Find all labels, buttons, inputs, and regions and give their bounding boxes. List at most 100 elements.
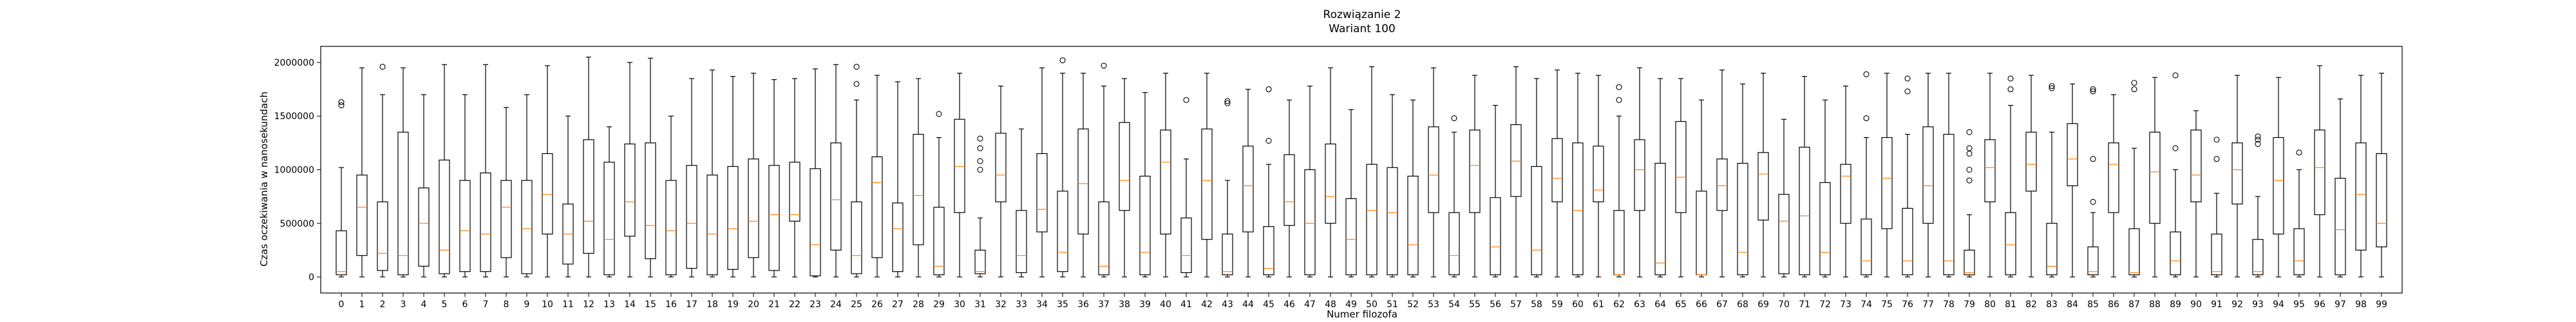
x-tick-label: 57 <box>1510 299 1522 310</box>
box-iqr <box>418 187 430 267</box>
x-tick-label: 54 <box>1448 299 1460 310</box>
x-tick-label: 66 <box>1696 299 1707 310</box>
box-iqr <box>377 201 388 271</box>
x-tick-label: 94 <box>2273 299 2284 310</box>
box-iqr <box>1222 233 1233 276</box>
x-tick-label: 26 <box>871 299 883 310</box>
x-tick-label: 67 <box>1716 299 1728 310</box>
box-iqr <box>1613 210 1625 276</box>
x-tick-label: 84 <box>2067 299 2078 310</box>
box-iqr <box>665 180 677 276</box>
flier-point <box>2296 149 2302 156</box>
flier-point <box>977 145 983 151</box>
flier-point <box>2255 133 2261 140</box>
y-tick-label: 1000000 <box>274 166 314 176</box>
box-iqr <box>974 249 986 274</box>
box-iqr <box>1757 152 1769 221</box>
box-iqr <box>2025 131 2037 192</box>
box-iqr <box>2252 239 2264 276</box>
chart-subtitle: Wariant 100 <box>1329 23 1396 35</box>
x-tick-label: 36 <box>1077 299 1089 310</box>
x-tick-label: 31 <box>974 299 986 310</box>
x-tick-label: 55 <box>1469 299 1481 310</box>
x-tick-label: 34 <box>1036 299 1048 310</box>
x-tick-label: 9 <box>524 299 530 310</box>
box-iqr <box>645 142 656 260</box>
x-tick-label: 56 <box>1490 299 1501 310</box>
x-tick-label: 48 <box>1325 299 1336 310</box>
x-tick-label: 43 <box>1222 299 1233 310</box>
x-tick-label: 47 <box>1304 299 1316 310</box>
box-iqr <box>2273 137 2284 235</box>
box-iqr <box>1098 201 1110 276</box>
box-iqr <box>1428 126 1439 213</box>
x-tick-label: 8 <box>504 299 509 310</box>
box-iqr <box>2005 212 2016 276</box>
box-iqr <box>706 175 718 276</box>
box-iqr <box>1943 133 1955 276</box>
flier-point <box>1863 115 1870 122</box>
x-tick-label: 21 <box>768 299 780 310</box>
flier-point <box>2213 156 2220 162</box>
box-iqr <box>397 131 409 276</box>
box-iqr <box>1366 164 1378 276</box>
x-tick-label: 24 <box>830 299 842 310</box>
y-tick-label: 500000 <box>280 219 314 229</box>
x-tick-label: 16 <box>665 299 677 310</box>
x-tick-label: 50 <box>1366 299 1378 310</box>
flier-point <box>1904 75 1911 82</box>
x-tick-label: 30 <box>954 299 965 310</box>
box-iqr <box>2334 178 2346 276</box>
x-tick-label: 12 <box>583 299 594 310</box>
flier-point <box>1101 62 1107 69</box>
box-iqr <box>624 143 636 237</box>
x-tick-label: 60 <box>1572 299 1584 310</box>
flier-point <box>1904 88 1911 95</box>
box-iqr <box>439 159 450 274</box>
x-tick-label: 35 <box>1057 299 1068 310</box>
x-tick-label: 14 <box>624 299 636 310</box>
box-iqr <box>2067 123 2078 187</box>
box-iqr <box>1242 146 1254 232</box>
box-iqr <box>1922 126 1934 224</box>
x-tick-label: 29 <box>933 299 945 310</box>
x-tick-label: 18 <box>706 299 718 310</box>
box-iqr <box>2108 142 2119 213</box>
x-tick-label: 95 <box>2293 299 2305 310</box>
box-iqr <box>480 172 491 272</box>
box-iqr <box>1510 124 1522 197</box>
x-tick-label: 82 <box>2025 299 2037 310</box>
x-tick-label: 27 <box>892 299 904 310</box>
box-iqr <box>542 153 553 235</box>
x-tick-label: 46 <box>1283 299 1295 310</box>
box-iqr <box>1263 226 1274 276</box>
box-iqr <box>830 142 842 251</box>
box-iqr <box>521 180 533 274</box>
x-tick-label: 89 <box>2170 299 2181 310</box>
x-tick-label: 86 <box>2108 299 2119 310</box>
box-iqr <box>768 165 780 271</box>
x-tick-label: 71 <box>1799 299 1810 310</box>
box-iqr <box>1077 128 1089 235</box>
box-iqr <box>748 158 759 258</box>
flier-point <box>1616 97 1622 103</box>
flier-point <box>2090 198 2096 205</box>
box-iqr <box>1675 120 1687 213</box>
x-tick-label: 23 <box>810 299 821 310</box>
box-iqr <box>2087 246 2099 276</box>
x-tick-label: 78 <box>1943 299 1955 310</box>
x-tick-label: 2 <box>380 299 386 310</box>
flier-point <box>977 158 983 164</box>
flier-point <box>2255 137 2261 143</box>
x-tick-label: 44 <box>1242 299 1254 310</box>
x-tick-label: 85 <box>2087 299 2099 310</box>
box-iqr <box>1036 153 1048 232</box>
x-tick-label: 87 <box>2128 299 2140 310</box>
box-iqr <box>336 230 347 276</box>
box-iqr <box>1634 139 1645 211</box>
chart-title: Rozwiązanie 2 <box>1323 8 1401 21</box>
flier-point <box>853 64 860 70</box>
box-iqr <box>1840 164 1852 224</box>
x-tick-label: 98 <box>2355 299 2367 310</box>
